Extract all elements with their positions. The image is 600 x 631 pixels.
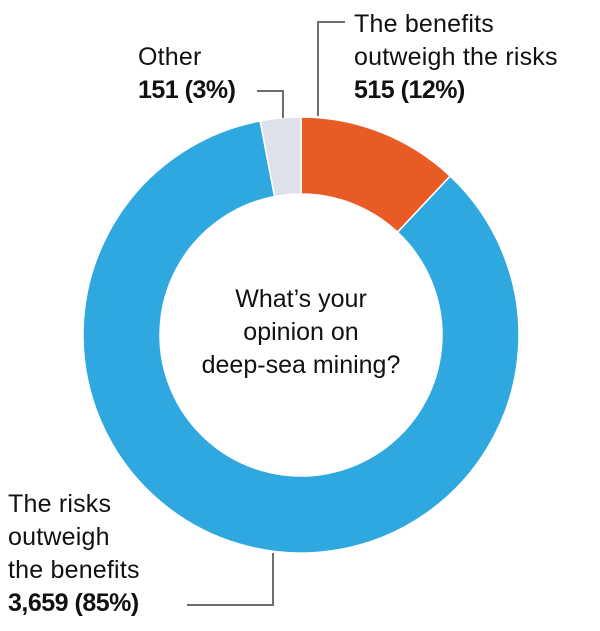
label-risks-line-3: the benefits bbox=[8, 556, 140, 584]
chart-title-line-2: opinion on bbox=[243, 318, 359, 346]
slice-other[interactable] bbox=[259, 116, 302, 198]
label-benefits-line-2: outweigh the risks bbox=[354, 43, 558, 71]
leader-line-other bbox=[257, 90, 284, 118]
label-benefits: The benefits outweigh the risks 515 (12%… bbox=[354, 8, 558, 107]
label-risks-line-1: The risks bbox=[8, 490, 112, 518]
chart-title-line-1: What’s your bbox=[235, 285, 367, 313]
leader-line-risks bbox=[187, 553, 274, 606]
label-risks-value: 3,659 (85%) bbox=[8, 589, 139, 617]
label-other: Other 151 (3%) bbox=[138, 41, 236, 107]
label-benefits-line-1: The benefits bbox=[354, 10, 494, 38]
chart-title: What’s your opinion on deep-sea mining? bbox=[160, 283, 442, 382]
label-other-value: 151 (3%) bbox=[138, 76, 236, 104]
leader-line-benefits bbox=[317, 21, 345, 116]
label-other-line-1: Other bbox=[138, 43, 202, 71]
slice-risks[interactable] bbox=[82, 120, 520, 554]
label-benefits-value: 515 (12%) bbox=[354, 76, 465, 104]
chart-title-line-3: deep-sea mining? bbox=[201, 351, 401, 379]
label-risks: The risks outweigh the benefits 3,659 (8… bbox=[8, 488, 140, 620]
label-risks-line-2: outweigh bbox=[8, 523, 110, 551]
